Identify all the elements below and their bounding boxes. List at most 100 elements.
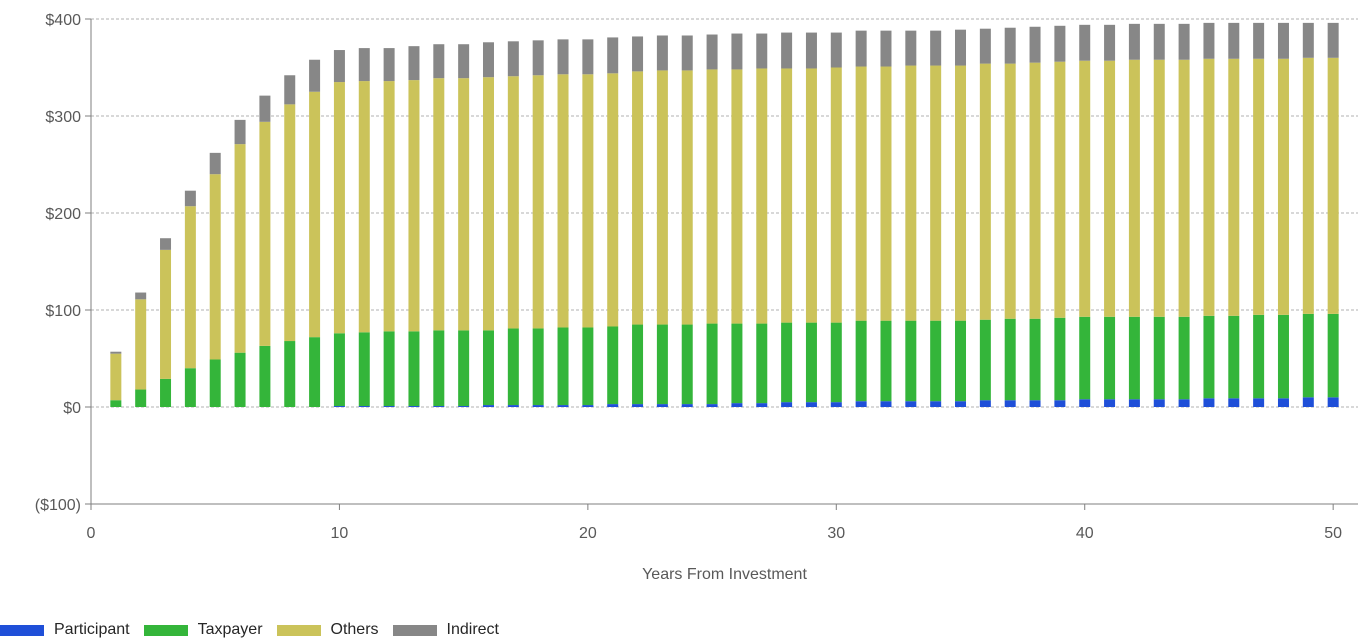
bar-segment-taxpayer-year-21 [607,326,619,405]
bar-segment-others-year-20 [582,74,594,328]
bar-segment-others-year-40 [1079,60,1091,317]
bar-segment-indirect-year-27 [756,33,768,69]
bar-segment-indirect-year-29 [805,32,817,69]
bar-segment-participant-year-48 [1277,398,1289,407]
bar-segment-indirect-year-20 [582,39,594,75]
bar-segment-taxpayer-year-18 [532,328,544,406]
bar-segment-taxpayer-year-30 [830,322,842,403]
bar-segment-indirect-year-34 [930,30,942,66]
gridlines [91,18,1358,408]
x-tick-label: 0 [87,525,96,542]
bar-segment-others-year-46 [1228,58,1240,316]
bar-segment-others-year-14 [433,78,445,331]
bar-segment-participant-year-10 [333,406,345,407]
bar-segment-taxpayer-year-4 [184,368,196,407]
bar-segment-others-year-26 [731,69,743,324]
bar-segment-indirect-year-3 [160,238,172,250]
bar-segment-indirect-year-12 [383,48,395,82]
bar-segment-participant-year-15 [458,406,470,407]
bar-segment-participant-year-32 [880,401,892,407]
bar-segment-indirect-year-4 [184,190,196,207]
bar-segment-taxpayer-year-11 [358,332,370,407]
bar-segment-indirect-year-9 [309,59,321,92]
bar-segment-taxpayer-year-2 [135,389,147,407]
bar-segment-taxpayer-year-50 [1327,313,1339,398]
bar-segment-others-year-21 [607,73,619,327]
bar-segment-indirect-year-11 [358,48,370,82]
bar-segment-taxpayer-year-48 [1277,314,1289,399]
x-tick-label: 30 [827,525,845,542]
bar-segment-taxpayer-year-36 [979,319,991,401]
bar-segment-taxpayer-year-34 [930,320,942,402]
bar-segment-participant-year-16 [482,405,494,407]
bar-segment-indirect-year-24 [681,35,693,71]
bar-segment-participant-year-42 [1128,399,1140,407]
bar-segment-taxpayer-year-27 [756,323,768,404]
legend-label: Participant [54,621,130,638]
axes [90,19,1358,505]
bar-segment-taxpayer-year-26 [731,323,743,404]
bar-segment-indirect-year-47 [1253,22,1265,59]
bar-segment-indirect-year-7 [259,95,271,122]
bar-segment-taxpayer-year-23 [656,324,668,405]
bar-segment-participant-year-29 [805,402,817,407]
bar-segment-taxpayer-year-25 [706,323,718,405]
bar-segment-others-year-24 [681,70,693,325]
bar-segment-taxpayer-year-17 [507,328,519,406]
bar-segment-others-year-37 [1004,63,1016,319]
bar-segment-others-year-9 [309,91,321,338]
bar-segment-others-year-35 [955,65,967,321]
bar-segment-taxpayer-year-46 [1228,315,1240,399]
bar-segment-indirect-year-26 [731,33,743,70]
bar-segment-taxpayer-year-44 [1178,316,1190,400]
bar-segment-participant-year-27 [756,403,768,407]
bar-segment-participant-year-11 [358,406,370,407]
bar-segment-participant-year-49 [1302,397,1314,407]
bar-segment-others-year-8 [284,104,296,342]
bar-segment-indirect-year-45 [1203,22,1215,59]
bar-segment-indirect-year-16 [482,42,494,78]
bar-segment-indirect-year-19 [557,39,569,75]
bar-segment-others-year-4 [184,206,196,369]
bar-segment-others-year-32 [880,66,892,321]
legend-swatch [392,624,437,636]
x-tick-label: 10 [331,525,349,542]
bar-segment-indirect-year-10 [333,50,345,83]
bar-segment-taxpayer-year-31 [855,320,867,402]
bar-segment-indirect-year-1 [110,351,122,354]
legend-swatch [0,624,44,636]
bar-segment-taxpayer-year-41 [1104,316,1116,400]
bar-segment-indirect-year-40 [1079,24,1091,61]
bar-segment-taxpayer-year-14 [433,330,445,407]
bar-segment-others-year-44 [1178,59,1190,317]
bar-segment-participant-year-24 [681,404,693,407]
bar-segment-participant-year-46 [1228,398,1240,407]
bar-segment-others-year-29 [805,68,817,323]
bar-segment-taxpayer-year-13 [408,331,420,407]
bar-segment-taxpayer-year-19 [557,327,569,406]
y-tick-label: $400 [45,12,81,29]
y-tick-label: $200 [45,206,81,223]
bar-segment-others-year-22 [632,71,644,325]
y-tick-label: $100 [45,303,81,320]
bar-segment-participant-year-14 [433,406,445,407]
bar-segment-others-year-1 [110,353,122,401]
y-tick-label: $0 [63,400,81,417]
bar-segment-others-year-25 [706,69,718,324]
bar-segment-indirect-year-25 [706,34,718,70]
bar-segment-others-year-16 [482,77,494,331]
bar-segment-indirect-year-13 [408,46,420,81]
bar-segment-others-year-18 [532,75,544,329]
bar-segment-indirect-year-48 [1277,22,1289,59]
bar-segment-others-year-28 [781,68,793,323]
bar-segment-participant-year-17 [507,405,519,407]
x-axis-title: Years From Investment [642,566,807,583]
bar-segment-participant-year-19 [557,405,569,407]
bar-segment-others-year-3 [160,249,172,379]
bar-segment-indirect-year-46 [1228,22,1240,59]
legend-label: Taxpayer [197,621,263,638]
bar-segment-indirect-year-41 [1104,24,1116,61]
bar-segment-participant-year-12 [383,406,395,407]
legend-swatch [276,624,321,636]
bar-segment-participant-year-31 [855,401,867,407]
